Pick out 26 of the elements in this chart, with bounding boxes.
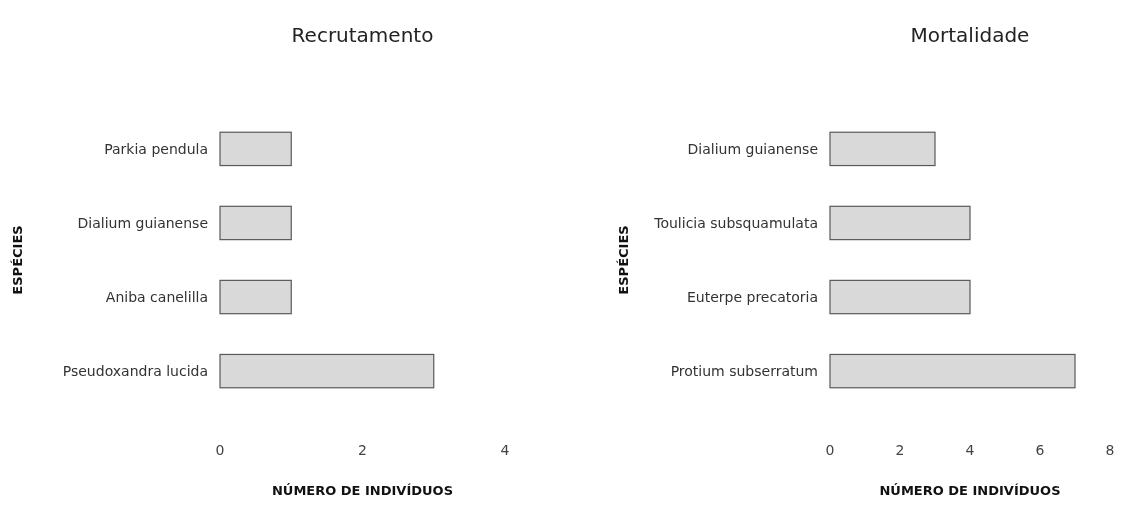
y-tick-label: Toulicia subsquamulata	[653, 214, 818, 231]
y-tick-label: Pseudoxandra lucida	[62, 363, 208, 380]
x-tick-label: 4	[500, 442, 510, 458]
x-tick-label: 2	[895, 442, 905, 458]
bar	[829, 205, 971, 241]
chart-title: Mortalidade	[910, 23, 1030, 47]
x-tick-label: 0	[825, 442, 835, 458]
y-axis-title: ESPÉCIES	[10, 225, 25, 295]
y-axis-title: ESPÉCIES	[616, 225, 631, 295]
x-tick-label: 0	[215, 442, 225, 458]
y-tick-label: Parkia pendula	[104, 140, 208, 157]
y-tick-label: Dialium guianense	[687, 140, 818, 157]
bar	[829, 279, 971, 315]
x-axis-title: NÚMERO DE INDIVÍDUOS	[879, 483, 1061, 498]
y-tick-label: Aniba canelilla	[105, 288, 208, 305]
x-axis-title: NÚMERO DE INDIVÍDUOS	[271, 483, 454, 498]
x-tick-label: 4	[965, 442, 975, 458]
x-tick-label: 6	[1035, 442, 1045, 458]
x-tick-label: 2	[358, 442, 367, 458]
chart-title: Recrutamento	[291, 23, 434, 47]
y-tick-label: Euterpe precatoria	[686, 288, 818, 305]
bar	[829, 131, 936, 167]
bar	[829, 353, 1076, 389]
x-tick-label: 8	[1105, 442, 1115, 458]
y-tick-label: Dialium guianense	[77, 214, 208, 231]
y-tick-label: Protium subserratum	[670, 363, 818, 380]
